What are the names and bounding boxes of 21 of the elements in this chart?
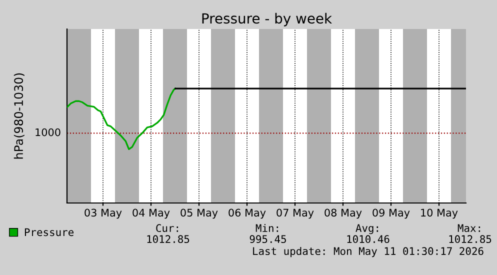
x-tick-label: 06 May <box>228 208 266 219</box>
x-tick-label: 04 May <box>132 208 170 219</box>
text: 995.45 <box>250 235 286 244</box>
x-tick-label: 08 May <box>324 208 362 219</box>
text: 1000 <box>36 128 60 136</box>
x-tick-label: 05 May <box>180 208 218 219</box>
chart-title: Pressure - by week <box>202 12 332 26</box>
text: 1012.85 <box>449 235 492 244</box>
x-tick-label: 09 May <box>372 208 410 219</box>
legend-label: Pressure <box>24 228 74 236</box>
x-tick-label: 10 May <box>421 208 458 219</box>
text: Last update: Mon May 11 01:30:17 2026 <box>253 246 484 258</box>
text: Cur: <box>156 224 178 232</box>
text: Avg: <box>356 224 378 234</box>
y-axis-title: hPa(980-1030) <box>14 73 24 159</box>
text: 1010.46 <box>347 235 390 244</box>
x-tick-label: 03 May <box>84 208 122 219</box>
text: 1012.85 <box>147 235 190 244</box>
x-tick-label: 07 May <box>276 208 314 219</box>
text: Min: <box>256 224 278 232</box>
text: Max: <box>458 224 480 232</box>
